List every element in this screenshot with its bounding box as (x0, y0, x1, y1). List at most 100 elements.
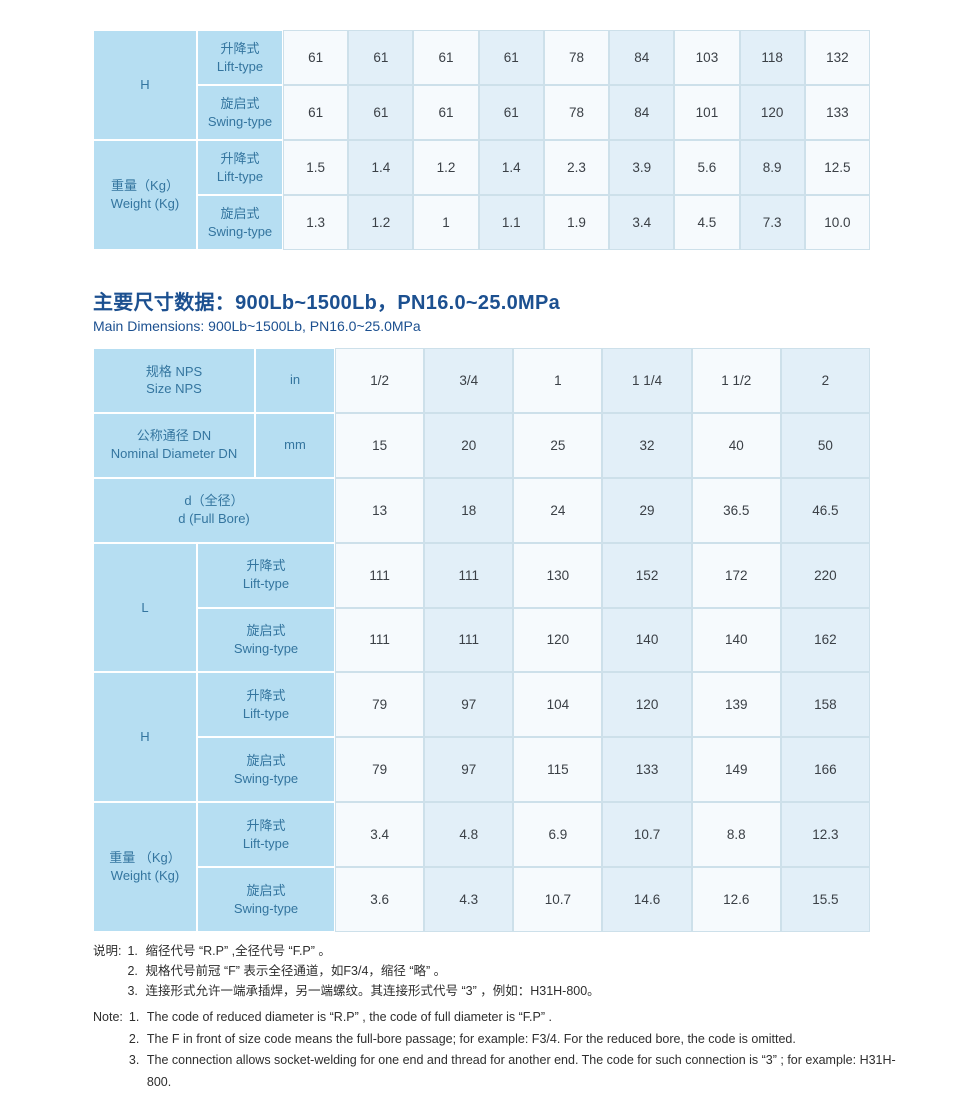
value-cell: 133 (804, 85, 870, 140)
value-cell: 139 (691, 672, 781, 738)
row-group-label: L (93, 542, 197, 673)
value-cell: 3.4 (609, 195, 675, 250)
unit-cell: mm (255, 412, 335, 478)
value-cell: 84 (609, 85, 675, 140)
row-label: d（全径） d (Full Bore) (93, 477, 335, 543)
value-cell: 84 (609, 30, 675, 85)
value-cell: 120 (602, 672, 692, 738)
value-cell: 61 (283, 85, 349, 140)
dimensions-table-900lb-1500lb: 规格 NPS Size NPS in 1/2 3/4 1 1 1/4 1 1/2 2 公称通径 D… (93, 348, 870, 932)
value-cell: 130 (513, 542, 603, 608)
note-item: 2. The F in front of size code means the … (128, 1031, 796, 1046)
value-cell: 12.3 (780, 802, 870, 868)
value-cell: 10.7 (513, 867, 603, 932)
value-cell: 1 (513, 348, 603, 413)
value-cell: 1.2 (413, 140, 479, 195)
row-group-label: 重量 （Kg） Weight (Kg) (93, 802, 197, 932)
value-cell: 1.3 (283, 195, 349, 250)
value-cell: 29 (602, 477, 692, 543)
value-cell: 3.9 (609, 140, 675, 195)
section-title-block: 主要尺寸数据：900Lb~1500Lb，PN16.0~25.0MPa Main … (93, 286, 560, 334)
value-cell: 166 (780, 737, 870, 803)
value-cell: 1.2 (348, 195, 414, 250)
value-cell: 140 (602, 607, 692, 673)
value-cell: 162 (780, 607, 870, 673)
value-cell: 12.6 (691, 867, 781, 932)
value-cell: 120 (513, 607, 603, 673)
notes-cn: 说明: 1. 缩径代号 “R.P” ,全径代号 “F.P” 。 2. 规格代号前冠 “F… (93, 941, 893, 1001)
value-cell: 18 (424, 477, 514, 543)
value-cell: 61 (413, 30, 479, 85)
row-type-label: 旋启式 Swing-type (197, 737, 335, 803)
value-cell: 158 (780, 672, 870, 738)
value-cell: 1 (413, 195, 479, 250)
row-type-label: 升降式 Lift-type (197, 802, 335, 868)
value-cell: 1/2 (335, 348, 425, 413)
value-cell: 10.0 (804, 195, 870, 250)
value-cell: 8.9 (739, 140, 805, 195)
notes-items: 1. 缩径代号 “R.P” ,全径代号 “F.P” 。 2. 规格代号前冠 “F” 表… (127, 941, 893, 1001)
value-cell: 1.1 (478, 195, 544, 250)
value-cell: 13 (335, 477, 425, 543)
row-type-label: 升降式 Lift-type (197, 140, 283, 195)
value-cell: 111 (335, 607, 425, 673)
value-cell: 4.3 (424, 867, 514, 932)
value-cell: 111 (335, 542, 425, 608)
dimensions-table-upper: H 升降式 Lift-type 61 61 61 61 78 84 103 118 132 旋启式 Swi… (93, 30, 870, 250)
value-cell: 61 (348, 30, 414, 85)
value-cell: 8.8 (691, 802, 781, 868)
row-label: 规格 NPS Size NPS (93, 348, 255, 413)
value-cell: 103 (674, 30, 740, 85)
value-cell: 1 1/4 (602, 348, 692, 413)
notes-prefix: 说明: (93, 944, 122, 958)
value-cell: 97 (424, 672, 514, 738)
row-type-label: 升降式 Lift-type (197, 30, 283, 85)
notes-items: 1. The code of reduced diameter is “R.P” … (129, 1007, 898, 1093)
value-cell: 1.4 (348, 140, 414, 195)
value-cell: 133 (602, 737, 692, 803)
row-type-label: 旋启式 Swing-type (197, 607, 335, 673)
value-cell: 25 (513, 412, 603, 478)
value-cell: 4.5 (674, 195, 740, 250)
value-cell: 79 (335, 737, 425, 803)
row-type-label: 升降式 Lift-type (197, 542, 335, 608)
note-item: 3. 连接形式允许一端承插焊，另一端螺纹。其连接形式代号 “3” ，例如：H31H… (127, 984, 600, 998)
value-cell: 7.3 (739, 195, 805, 250)
value-cell: 10.7 (602, 802, 692, 868)
note-item: 2. 规格代号前冠 “F” 表示全径通道，如F3/4，缩径 “略” 。 (127, 964, 447, 978)
row-type-label: 旋启式 Swing-type (197, 195, 283, 250)
section-title-en: Main Dimensions: 900Lb~1500Lb, PN16.0~25… (93, 318, 421, 334)
value-cell: 3.4 (335, 802, 425, 868)
value-cell: 2 (780, 348, 870, 413)
value-cell: 140 (691, 607, 781, 673)
note-item: 1. The code of reduced diameter is “R.P” … (128, 1010, 552, 1024)
value-cell: 14.6 (602, 867, 692, 932)
value-cell: 24 (513, 477, 603, 543)
notes-prefix: Note: (93, 1010, 123, 1024)
value-cell: 115 (513, 737, 603, 803)
row-group-label: H (93, 30, 197, 140)
notes-en: Note: 1. The code of reduced diameter is “… (93, 1007, 898, 1093)
value-cell: 61 (283, 30, 349, 85)
value-cell: 15.5 (780, 867, 870, 932)
value-cell: 97 (424, 737, 514, 803)
value-cell: 32 (602, 412, 692, 478)
row-type-label: 旋启式 Swing-type (197, 867, 335, 932)
value-cell: 12.5 (804, 140, 870, 195)
value-cell: 2.3 (543, 140, 610, 195)
value-cell: 79 (335, 672, 425, 738)
value-cell: 40 (691, 412, 781, 478)
value-cell: 132 (804, 30, 870, 85)
value-cell: 1.5 (283, 140, 349, 195)
value-cell: 4.8 (424, 802, 514, 868)
value-cell: 1.9 (543, 195, 610, 250)
value-cell: 46.5 (780, 477, 870, 543)
value-cell: 50 (780, 412, 870, 478)
value-cell: 1.4 (478, 140, 544, 195)
value-cell: 149 (691, 737, 781, 803)
value-cell: 3.6 (335, 867, 425, 932)
value-cell: 111 (424, 607, 514, 673)
note-item: 1. 缩径代号 “R.P” ,全径代号 “F.P” 。 (127, 944, 331, 958)
value-cell: 61 (413, 85, 479, 140)
